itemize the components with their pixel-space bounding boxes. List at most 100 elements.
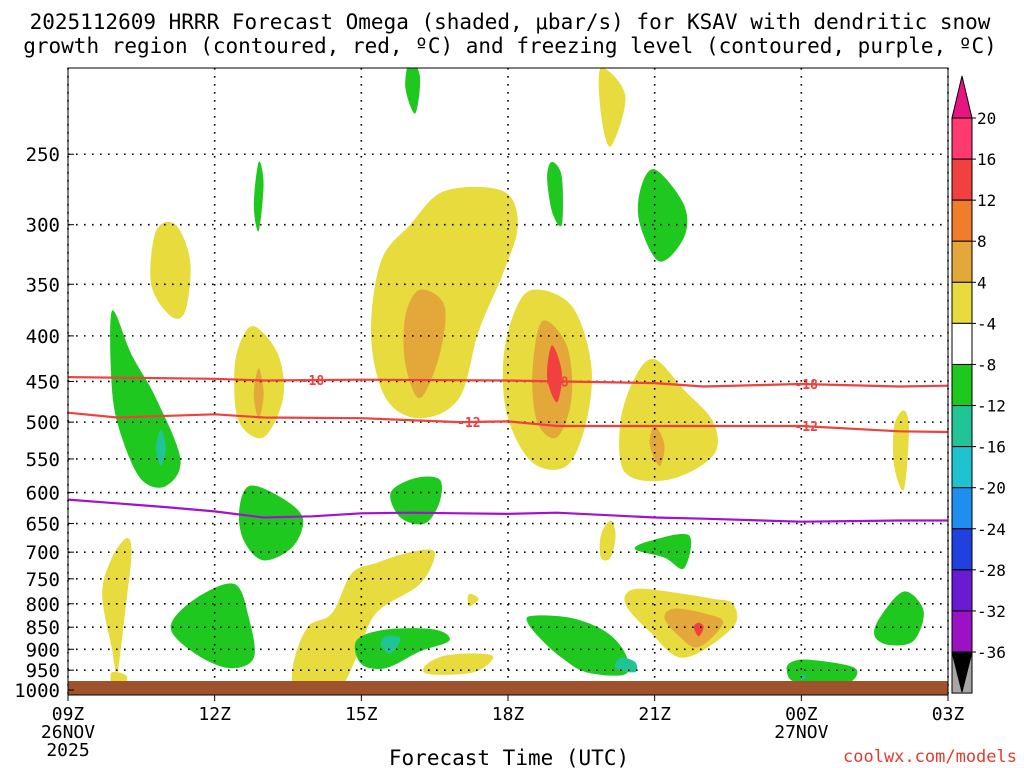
colorbar-swatch [951, 240, 973, 283]
x-tick-label: 12Z [198, 704, 231, 725]
omega-region [634, 533, 692, 570]
x-date-label: 26NOV [41, 722, 95, 743]
omega-region [150, 221, 191, 319]
y-tick-label: 500 [26, 412, 60, 434]
colorbar-label: 4 [977, 273, 987, 292]
omega-region [598, 68, 626, 147]
omega-region [253, 161, 264, 232]
y-tick-label: 850 [26, 617, 60, 639]
chart-title-line2: growth region (contoured, red, ºC) and f… [23, 34, 997, 58]
y-tick-label: 750 [26, 569, 60, 591]
omega-region [110, 310, 181, 488]
omega-region [619, 359, 718, 482]
omega-region [291, 549, 435, 695]
omega-region [102, 537, 132, 675]
colorbar-label: -32 [977, 602, 1006, 621]
dgz-contour [68, 411, 948, 434]
colorbar-label: 8 [977, 232, 987, 251]
y-tick-label: 900 [26, 639, 60, 661]
y-tick-label: 700 [26, 542, 60, 564]
x-tick-label: 15Z [345, 704, 378, 725]
colorbar-swatch [951, 569, 973, 612]
omega-region [405, 68, 421, 114]
colorbar-swatch [951, 158, 973, 201]
colorbar-top-arrow [951, 75, 973, 119]
colorbar-label: 16 [977, 150, 996, 169]
y-tick-label: 350 [26, 274, 60, 296]
colorbar-swatch [951, 487, 973, 530]
x-tick-label: 00Z [785, 704, 818, 725]
omega-region [526, 615, 630, 676]
y-tick-label: 800 [26, 594, 60, 616]
colorbar-label: -24 [977, 520, 1006, 539]
colorbar-label: 12 [977, 191, 996, 210]
chart-title-line1: 2025112609 HRRR Forecast Omega (shaded, … [30, 10, 991, 34]
omega-region [238, 485, 304, 561]
grid-lines [67, 68, 949, 695]
omega-shading [102, 68, 924, 695]
omega-region [423, 653, 494, 675]
omega-region [800, 674, 807, 681]
contour-lines: -18 -18 -18 -12 -12 [68, 374, 948, 523]
omega-region [467, 593, 479, 607]
y-tick-label: 550 [26, 449, 60, 471]
omega-region [786, 659, 858, 686]
colorbar-swatch [951, 405, 973, 448]
colorbar-swatch [951, 117, 973, 160]
colorbar-swatch [951, 446, 973, 489]
omega-region [664, 608, 724, 648]
x-tick-label: 09Z [52, 704, 85, 725]
contour-label: -18 [794, 378, 818, 393]
omega-region [546, 345, 562, 403]
dgz-contour [68, 376, 948, 388]
omega-region [354, 628, 450, 670]
y-tick-label: 250 [26, 144, 60, 166]
omega-region [380, 635, 401, 654]
credit-link[interactable]: coolwx.com/models [843, 747, 1017, 767]
y-tick-label: 650 [26, 514, 60, 536]
colorbar-label: -4 [977, 314, 996, 333]
x-tick-label: 21Z [638, 704, 671, 725]
omega-region [614, 657, 638, 673]
colorbar-swatch [951, 281, 973, 324]
y-tick-label: 450 [26, 371, 60, 393]
contour-label: -12 [794, 420, 817, 435]
colorbar-label: -12 [977, 397, 1006, 416]
colorbar-label: -36 [977, 643, 1006, 662]
colorbar-label: -8 [977, 355, 996, 374]
omega-region [371, 186, 518, 419]
colorbar-label: 20 [977, 109, 996, 128]
ground-surface [68, 681, 948, 695]
omega-region [637, 169, 688, 262]
y-tick-label: 300 [26, 215, 60, 237]
x-date-label: 27NOV [774, 722, 828, 743]
colorbar-swatch [951, 322, 973, 365]
colorbar-label: -20 [977, 479, 1006, 498]
omega-region [874, 591, 924, 646]
y-tick-label: 600 [26, 483, 60, 505]
omega-region [390, 476, 443, 525]
omega-region [547, 161, 563, 227]
colorbar-label: -16 [977, 438, 1006, 457]
y-tick-label: 950 [26, 660, 60, 682]
omega-region [599, 520, 616, 561]
contour-label: -12 [457, 416, 480, 431]
contour-label: -18 [545, 375, 569, 390]
freezing-level-contour [68, 498, 948, 523]
x-tick-label: 03Z [932, 704, 965, 725]
pressure-axis: 2503003504004505005506006507007508008509… [14, 144, 74, 702]
colorbar-swatch [951, 528, 973, 571]
y-tick-label: 400 [26, 326, 60, 348]
omega-region [693, 622, 704, 637]
colorbar-label: -28 [977, 561, 1006, 580]
contour-label: -18 [301, 374, 325, 389]
x-tick-label: 18Z [492, 704, 525, 725]
omega-region [403, 289, 446, 399]
colorbar: 20 16 12 8 4 -4 -8 -12 -16 -20 -24 -28 -32 -36 [951, 75, 1006, 694]
omega-region [170, 583, 255, 669]
x-axis-title: Forecast Time (UTC) [389, 746, 629, 768]
colorbar-swatch [951, 199, 973, 242]
colorbar-swatch [951, 610, 973, 653]
